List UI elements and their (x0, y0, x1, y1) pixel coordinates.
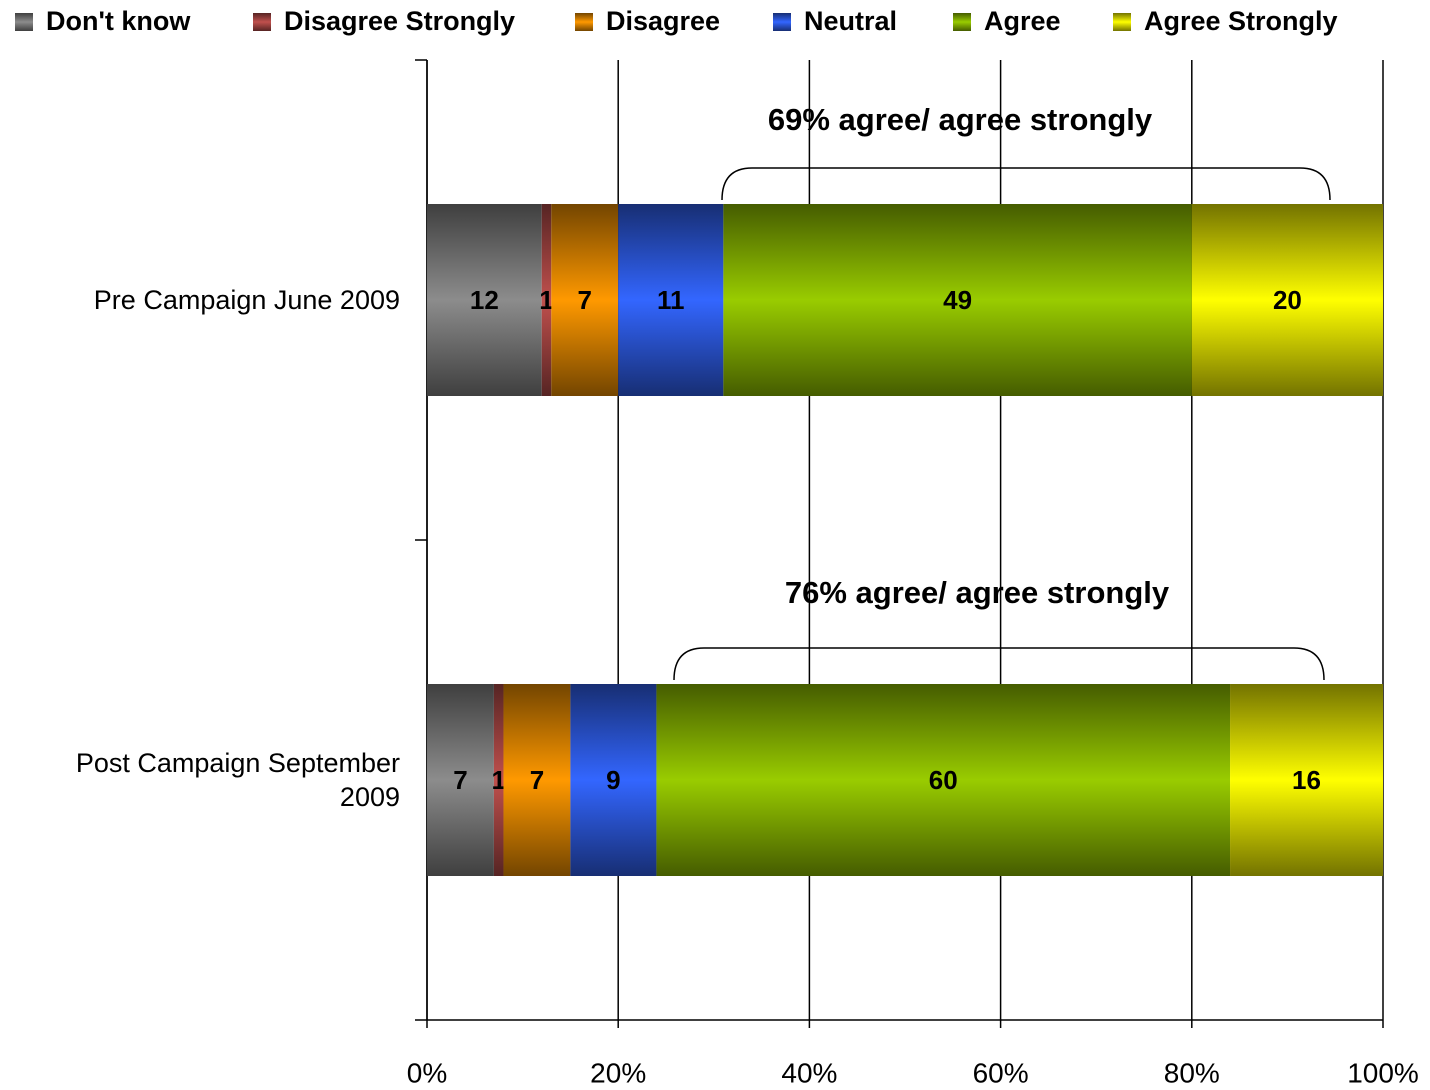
x-tick-label: 100% (1347, 1057, 1419, 1088)
data-label: 7 (530, 765, 544, 795)
data-label: 1 (539, 285, 553, 315)
x-tick-label: 0% (407, 1057, 447, 1088)
bar-segment (723, 204, 1192, 396)
brace (721, 167, 1331, 201)
bar-segment (427, 684, 494, 876)
legend-swatch (1113, 13, 1131, 31)
data-label: 1 (491, 765, 505, 795)
data-label: 7 (453, 765, 467, 795)
legend-swatch (253, 13, 271, 31)
bar-segment (1230, 684, 1383, 876)
data-label: 9 (606, 765, 620, 795)
data-label: 60 (929, 765, 958, 795)
bar-segment (541, 204, 552, 396)
legend-label: Agree (984, 6, 1061, 36)
bar-segment (427, 204, 542, 396)
legend-label: Don't know (46, 6, 191, 36)
x-tick-label: 60% (973, 1057, 1029, 1088)
legend-label: Disagree (606, 6, 720, 36)
bar-segment (1191, 204, 1383, 396)
bar-segment (618, 204, 724, 396)
legend-swatch (953, 13, 971, 31)
legend-swatch (575, 13, 593, 31)
data-label: 16 (1292, 765, 1321, 795)
data-label: 7 (578, 285, 592, 315)
data-label: 11 (657, 285, 685, 315)
legend-label: Disagree Strongly (284, 6, 515, 36)
category-label: Pre Campaign June 2009 (93, 285, 400, 315)
x-tick-label: 40% (781, 1057, 837, 1088)
legend-label: Agree Strongly (1144, 6, 1338, 36)
bar-segment (551, 204, 619, 396)
x-tick-label: 20% (590, 1057, 646, 1088)
legend-swatch (773, 13, 791, 31)
brace (673, 647, 1325, 681)
bar-segment (493, 684, 504, 876)
legend-swatch (15, 13, 33, 31)
bar-segment (570, 684, 657, 876)
annotation: 69% agree/ agree strongly (768, 102, 1153, 137)
x-tick-label: 80% (1164, 1057, 1220, 1088)
bar-segment (656, 684, 1231, 876)
annotation: 76% agree/ agree strongly (785, 575, 1170, 610)
data-label: 20 (1273, 285, 1302, 315)
category-label: Post Campaign September 2009 (75, 748, 400, 812)
bar-segment (503, 684, 571, 876)
data-label: 12 (470, 285, 499, 315)
legend-label: Neutral (804, 6, 897, 36)
data-label: 49 (943, 285, 972, 315)
